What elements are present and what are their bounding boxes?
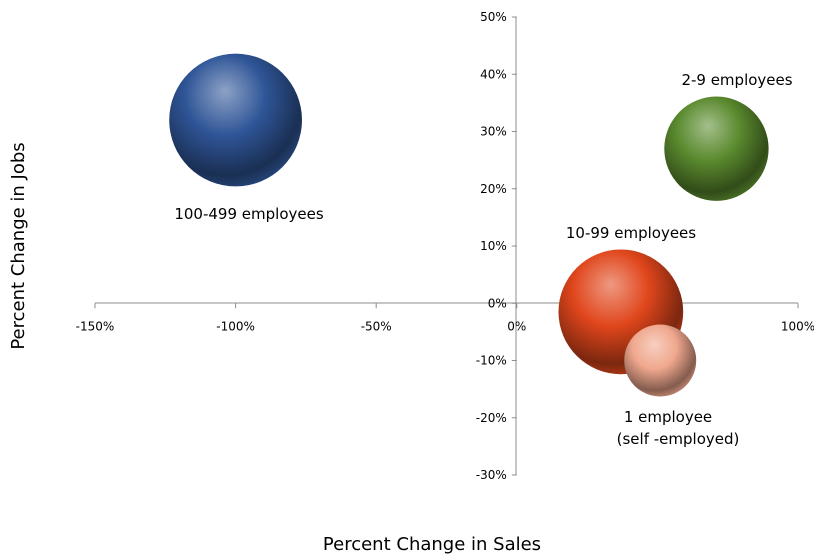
bubbles-group	[169, 53, 769, 397]
y-axis-title: Percent Change in Jobs	[8, 142, 29, 349]
y-tick-label: -10%	[476, 354, 507, 368]
x-tick-label: -150%	[76, 319, 115, 333]
y-tick-label: -20%	[476, 411, 507, 425]
bubble	[624, 324, 697, 397]
y-tick-label: -30%	[476, 468, 507, 482]
x-tick-label: -100%	[216, 319, 255, 333]
y-tick-label: 10%	[480, 239, 507, 253]
bubble-label-2-9: 2-9 employees	[681, 71, 792, 89]
bubble-label-10-99: 10-99 employees	[566, 224, 696, 242]
x-axis-ticks: -150%-100%-50%0%50%100%	[76, 303, 814, 333]
y-tick-label: 0%	[488, 296, 507, 310]
bubble-label-100-499: 100-499 employees	[174, 205, 323, 223]
y-tick-label: 40%	[480, 67, 507, 81]
bubble	[664, 96, 769, 201]
y-tick-label: 30%	[480, 125, 507, 139]
bubble	[169, 53, 302, 187]
y-axis-ticks: 50% 40% 30% 20% 10% 0% -10% -20% -30%	[476, 10, 517, 482]
x-tick-label: -50%	[361, 319, 392, 333]
bubble-label-1-employee-line1: 1 employee	[624, 408, 712, 426]
x-tick-label: 0%	[507, 319, 526, 333]
y-tick-label: 50%	[480, 10, 507, 24]
y-tick-label: 20%	[480, 182, 507, 196]
bubble-label-1-employee-line2: (self -employed)	[617, 430, 740, 448]
x-axis-title: Percent Change in Sales	[323, 534, 541, 554]
x-tick-label: 100%	[781, 319, 814, 333]
